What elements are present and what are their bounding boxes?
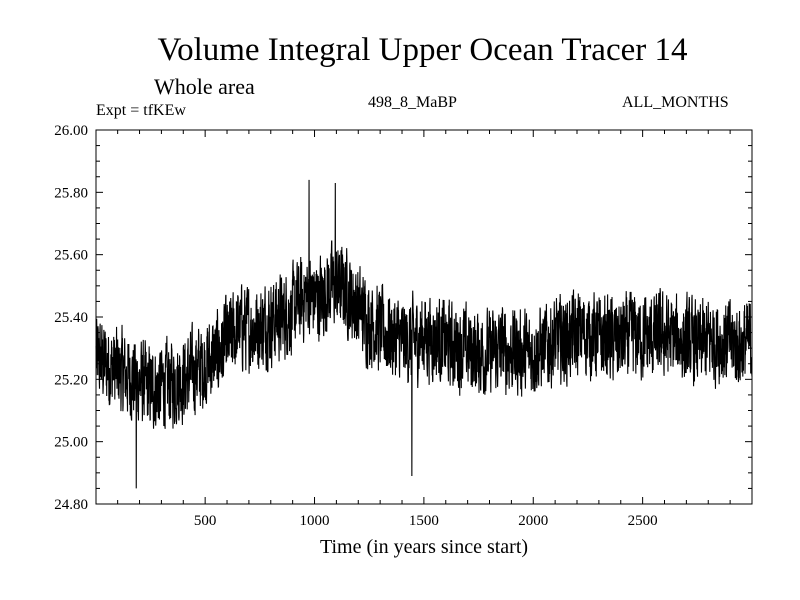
period-label: 498_8_MaBP [368, 94, 457, 111]
y-tick-label: 26.00 [54, 123, 88, 139]
months-label: ALL_MONTHS [622, 94, 729, 111]
x-axis-label: Time (in years since start) [319, 536, 529, 558]
chart-subtitle: Whole area [154, 74, 255, 99]
chart-title: Volume Integral Upper Ocean Tracer 14 [157, 32, 688, 68]
axes-group: 24.80 25.00 25.20 25.40 25.60 25.80 26.00 500 10… [54, 123, 753, 529]
series-line [95, 179, 753, 489]
y-tick-label: 24.80 [54, 497, 88, 513]
x-tick-label: 2000 [518, 513, 548, 529]
y-tick-label: 25.00 [54, 435, 88, 451]
x-tick-label: 2500 [628, 513, 658, 529]
y-tick-label: 25.20 [54, 372, 88, 388]
x-tick-label: 1000 [300, 513, 330, 529]
y-tick-label: 25.80 [54, 185, 88, 201]
series-group [95, 179, 753, 489]
y-tick-label: 25.40 [54, 310, 88, 326]
y-tick-label: 25.60 [54, 248, 88, 264]
x-tick-label: 1500 [409, 513, 439, 529]
x-tick-label: 500 [194, 513, 217, 529]
experiment-label: Expt = tfKEw [96, 102, 186, 119]
